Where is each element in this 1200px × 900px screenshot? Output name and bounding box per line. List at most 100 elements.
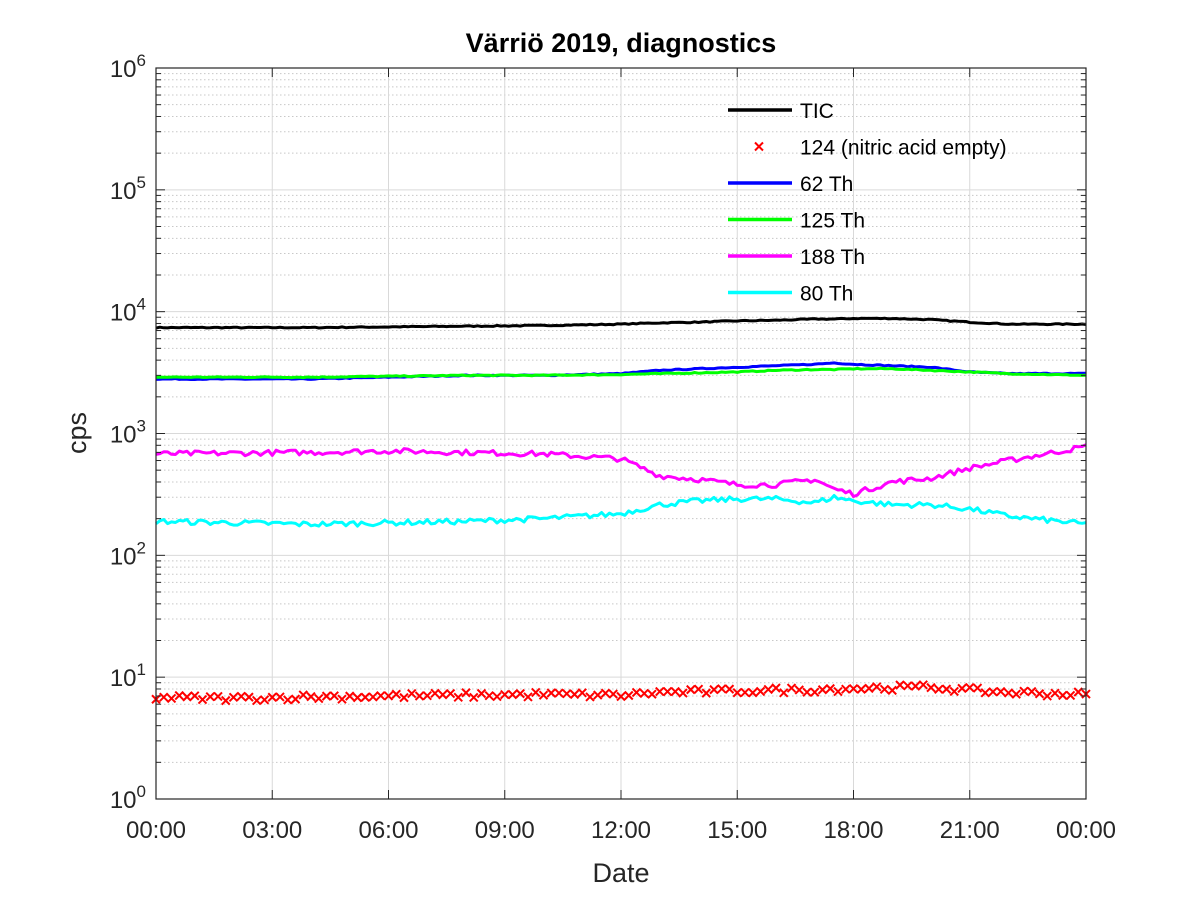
data-point-marker (414, 691, 425, 701)
data-point-marker (321, 691, 332, 701)
y-tick-label: 102 (110, 538, 146, 570)
data-point-marker (848, 684, 859, 694)
data-point-marker (678, 688, 688, 698)
y-tick-exponent: 5 (137, 173, 146, 192)
data-point-marker (972, 683, 983, 693)
y-tick-label: 101 (110, 660, 146, 692)
data-point-marker (205, 692, 215, 702)
x-tick-label: 00:00 (1056, 817, 1116, 844)
y-tick-base: 10 (110, 56, 137, 83)
data-point-marker (965, 682, 975, 693)
data-point-marker (957, 683, 967, 694)
data-point-marker (918, 680, 928, 690)
data-point-marker (445, 688, 456, 699)
data-point-marker (236, 691, 246, 702)
data-point-marker (461, 688, 471, 698)
data-point-marker (988, 687, 998, 697)
x-tick-label: 00:00 (126, 817, 186, 844)
data-point-marker (693, 684, 704, 694)
data-point-marker (616, 691, 626, 702)
y-tick-base: 10 (110, 178, 137, 205)
data-point-marker (197, 694, 208, 705)
x-axis-label: Date (592, 858, 649, 888)
data-point-marker (159, 692, 169, 702)
data-point-marker (732, 688, 742, 698)
data-point-marker (383, 691, 394, 701)
data-point-marker (779, 688, 789, 698)
data-point-marker (1065, 690, 1076, 701)
data-point-marker (275, 692, 285, 702)
data-point-marker (724, 684, 735, 694)
data-point-marker (469, 692, 479, 703)
data-point-marker (174, 690, 184, 701)
data-point-marker (833, 686, 843, 697)
data-point-marker (221, 695, 231, 706)
data-point-marker (825, 683, 835, 694)
data-point-marker (492, 691, 502, 702)
data-point-marker (585, 692, 595, 702)
data-point-marker (910, 681, 921, 691)
data-point-marker (802, 687, 812, 697)
data-point-marker (166, 693, 177, 704)
legend-marker-124-nitric-acid-empty (754, 141, 764, 152)
data-point-marker (569, 689, 580, 700)
data-point-marker (259, 695, 270, 705)
data-point-marker (306, 691, 316, 702)
y-tick-base: 10 (110, 422, 137, 449)
y-tick-base: 10 (110, 665, 137, 692)
x-tick-label: 09:00 (475, 817, 535, 844)
y-tick-base: 10 (110, 787, 137, 814)
legend-label-124-nitric-acid-empty: 124 (nitric acid empty) (800, 137, 1007, 160)
series-line-80-th (155, 494, 1087, 528)
data-point-marker (593, 690, 603, 700)
series-line-125-th (155, 366, 1087, 380)
data-point-marker (864, 683, 874, 694)
y-tick-base: 10 (110, 300, 137, 327)
data-point-marker (934, 684, 944, 695)
axis-ticks (155, 67, 1087, 800)
data-point-marker (810, 687, 820, 697)
data-point-marker (283, 695, 293, 705)
data-point-marker (608, 689, 618, 699)
data-point-marker (655, 686, 665, 697)
data-point-marker (662, 686, 673, 697)
data-point-marker (538, 690, 549, 700)
x-tick-label: 06:00 (358, 817, 418, 844)
data-point-marker (314, 693, 324, 704)
series-124-nitric-acid-empty (151, 680, 1091, 706)
data-point-marker (352, 692, 363, 703)
data-point-marker (717, 684, 727, 694)
data-point-marker (360, 692, 370, 702)
data-point-marker (647, 689, 657, 699)
data-point-marker (1034, 689, 1045, 699)
data-point-marker (267, 692, 277, 702)
y-tick-exponent: 3 (137, 417, 146, 436)
x-tick-label: 03:00 (242, 817, 302, 844)
data-point-marker (624, 690, 634, 701)
data-point-marker (507, 689, 518, 700)
data-point-marker (298, 690, 308, 700)
y-tick-exponent: 6 (137, 51, 146, 70)
data-point-marker (755, 686, 766, 697)
data-point-marker (879, 684, 890, 694)
chart-title: Värriö 2019, diagnostics (466, 28, 777, 58)
data-point-marker (329, 691, 339, 701)
data-point-marker (438, 690, 448, 700)
y-tick-label: 106 (110, 51, 146, 83)
data-point-marker (252, 695, 262, 706)
data-point-marker (1003, 688, 1014, 698)
data-point-marker (430, 688, 440, 698)
data-point-marker (817, 685, 828, 695)
data-point-marker (740, 687, 750, 698)
data-point-marker (1011, 689, 1021, 699)
data-point-marker (190, 691, 200, 701)
data-point-marker (949, 686, 959, 697)
data-point-marker (794, 685, 804, 695)
y-axis-label: cps (62, 412, 92, 454)
y-tick-exponent: 0 (137, 782, 146, 801)
x-tick-label: 15:00 (707, 817, 767, 844)
data-point-marker (763, 684, 773, 695)
data-point-marker (407, 688, 417, 699)
data-point-marker (1027, 686, 1037, 697)
